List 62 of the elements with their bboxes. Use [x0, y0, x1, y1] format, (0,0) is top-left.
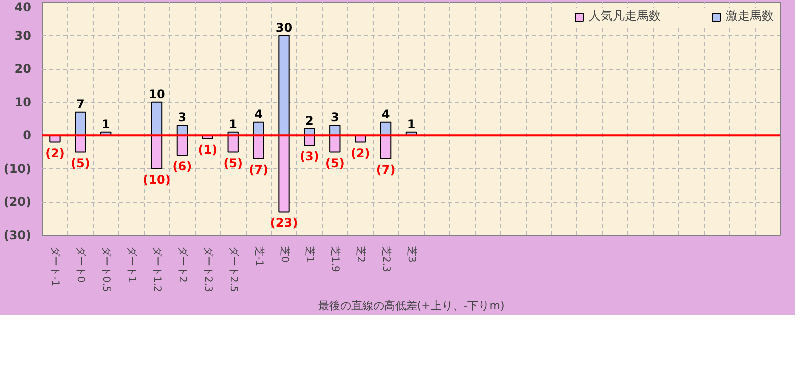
- x-tick-label: 芝0: [278, 246, 291, 263]
- data-label: (3): [300, 150, 320, 164]
- x-tick-label: 芝1.9: [330, 246, 342, 272]
- bar: [380, 135, 392, 160]
- bar: [151, 135, 163, 170]
- data-label: 4: [254, 107, 263, 122]
- data-label: 3: [178, 110, 187, 125]
- x-tick-label: ダート-1: [50, 246, 62, 286]
- bar: [75, 112, 86, 136]
- y-tick-label: 10: [14, 95, 32, 110]
- bar: [151, 102, 163, 136]
- y-tick-label: (20): [4, 195, 32, 210]
- data-label: 1: [407, 117, 416, 132]
- data-label: (2): [46, 146, 65, 160]
- bar: [253, 122, 264, 136]
- data-label: 1: [229, 117, 238, 132]
- x-tick-label: ダート0: [75, 246, 88, 283]
- legend-label: 激走馬数: [726, 8, 774, 25]
- bar: [228, 135, 239, 153]
- bar: [278, 35, 290, 136]
- x-axis-title: 最後の直線の高低差(+上り、-下りm): [318, 299, 505, 312]
- data-label: (5): [71, 156, 90, 170]
- x-tick-label: ダート1.2: [152, 246, 164, 292]
- data-label: 30: [276, 20, 293, 35]
- y-tick-label: (10): [4, 162, 32, 176]
- bar: [75, 135, 86, 153]
- data-label: 4: [382, 107, 390, 122]
- data-label: (5): [325, 156, 345, 170]
- data-label: (2): [350, 146, 370, 160]
- data-label: 7: [76, 97, 85, 112]
- bar: [278, 135, 290, 213]
- data-label: 1: [102, 117, 110, 132]
- bar: [253, 135, 264, 160]
- y-tick-label: 0: [23, 128, 32, 143]
- data-label: (7): [376, 162, 396, 177]
- bar: [304, 135, 316, 146]
- data-label: (1): [198, 142, 218, 157]
- data-label: 3: [330, 110, 340, 125]
- bar: [176, 135, 188, 156]
- y-tick-label: 30: [14, 28, 32, 43]
- x-tick-label: 芝3: [406, 246, 418, 263]
- x-tick-label: 芝2: [355, 246, 368, 263]
- bar: [330, 135, 341, 153]
- y-tick-label: 40: [14, 0, 32, 14]
- x-tick-label: ダート1: [126, 246, 138, 283]
- data-label: (10): [143, 172, 171, 187]
- x-tick-label: ダート2.5: [228, 246, 240, 292]
- x-tick-label: 芝2.3: [380, 246, 393, 272]
- x-tick-label: ダート2.3: [202, 246, 214, 292]
- x-tick-label: ダート2: [176, 246, 189, 283]
- y-tick-label: 20: [14, 62, 32, 76]
- data-label: 2: [306, 114, 314, 128]
- x-tick-label: 芝-1: [253, 246, 266, 266]
- data-label: 10: [148, 87, 166, 102]
- data-label: (23): [270, 216, 298, 230]
- x-tick-label: 芝1: [304, 246, 316, 263]
- data-label: (7): [249, 162, 268, 177]
- legend-label: 人気凡走馬数: [589, 8, 661, 25]
- data-label: (5): [224, 156, 244, 170]
- x-tick-label: ダート0.5: [100, 246, 113, 292]
- y-tick-label: (30): [4, 228, 32, 242]
- data-label: (6): [172, 160, 192, 174]
